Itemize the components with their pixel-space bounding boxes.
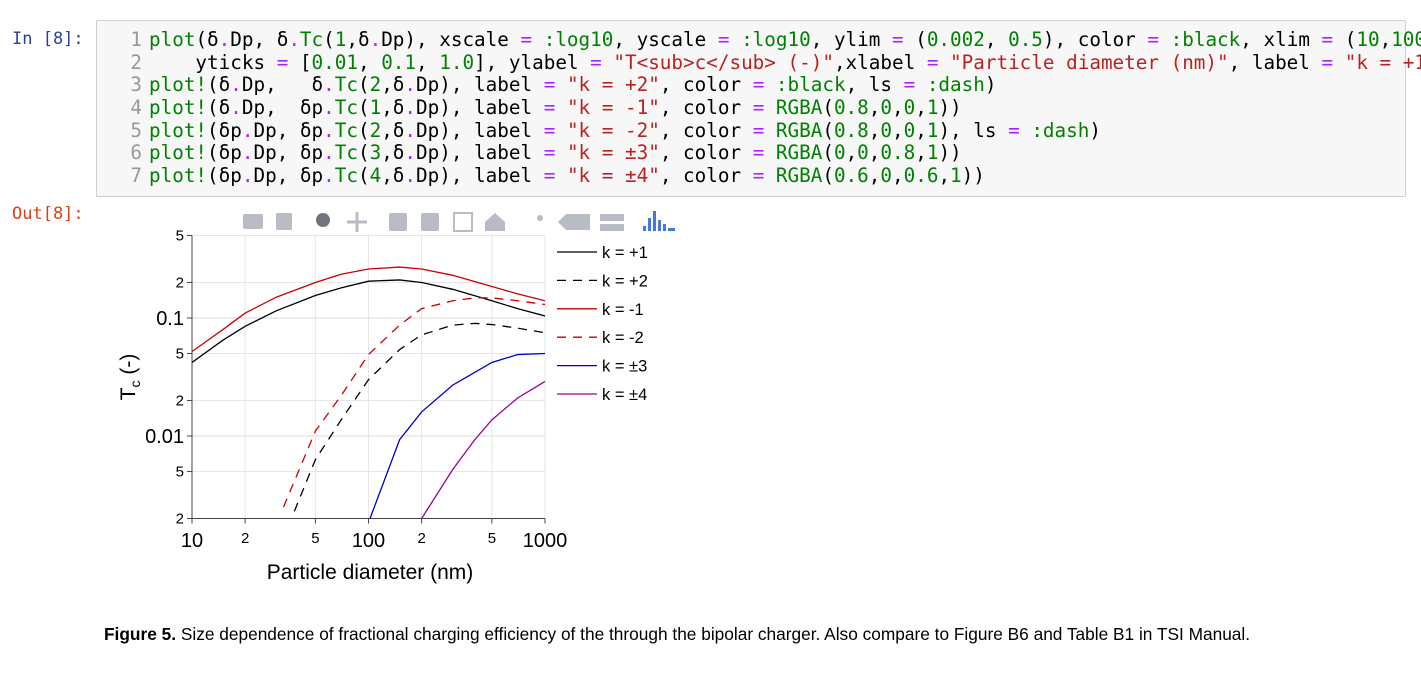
y-axis-title-sub: c (127, 381, 143, 388)
x-tick-label: 2 (241, 530, 249, 547)
series-line (293, 322, 545, 512)
x-axis-title: Particle diameter (nm) (267, 561, 474, 584)
x-tick-label: 5 (488, 530, 496, 547)
plotly-logo[interactable] (643, 211, 675, 231)
figure-caption: Figure 5. Size dependence of fractional … (104, 624, 1250, 645)
legend-label: k = ±3 (602, 358, 647, 376)
series-line (192, 279, 545, 363)
hover-closest-button[interactable] (558, 214, 590, 230)
modebar (243, 211, 675, 232)
y-axis-title: Tc (-) (117, 354, 143, 401)
series-line (282, 297, 545, 508)
series-line (369, 352, 545, 519)
save-button[interactable] (276, 213, 292, 230)
x-tick-label: 100 (352, 530, 385, 552)
pan-button[interactable] (347, 212, 367, 232)
code-line: plot!(δp.Dp, δp.Tc(2,δ.Dp), label = "k =… (149, 118, 1101, 142)
y-tick-label: 2 (176, 274, 184, 291)
series-line (192, 266, 545, 353)
line-number: 1 (130, 28, 142, 51)
code-line: plot!(δp.Dp, δp.Tc(4,δ.Dp), label = "k =… (149, 164, 985, 188)
code-line: yticks = [0.01, 0.1, 1.0], ylabel = "T<s… (149, 50, 1421, 74)
x-tick-label: 1000 (523, 530, 568, 552)
legend-label: k = ±4 (602, 386, 647, 404)
y-axis-title-main: T (117, 387, 140, 400)
y-axis-title-rest: (-) (117, 354, 140, 381)
x-tick-label: 10 (181, 530, 203, 552)
line-number: 5 (130, 118, 142, 142)
y-tick-label: 2 (176, 511, 184, 528)
y-tick-label: 2 (176, 392, 184, 409)
code-line: plot!(δ.Dp, δ.Tc(2,δ.Dp), label = "k = +… (149, 73, 997, 97)
spike-button[interactable] (537, 215, 543, 221)
zoom-in-button[interactable] (389, 213, 407, 231)
y-tick-label: 5 (176, 228, 184, 245)
y-tick-label: 0.01 (145, 426, 184, 448)
code-line: plot!(δp.Dp, δp.Tc(3,δ.Dp), label = "k =… (149, 141, 962, 165)
caption-text: Size dependence of fractional charging e… (176, 624, 1251, 644)
x-tick-label: 5 (311, 530, 319, 547)
autoscale-button[interactable] (453, 212, 473, 232)
chart: Particle diameter (nm) Tc (-) 10 2 5 100 2 5 1… (117, 211, 675, 584)
series-line (421, 380, 545, 519)
y-tick-label: 5 (176, 464, 184, 481)
output-prompt: Out[8]: (12, 204, 84, 224)
line-number: 3 (130, 73, 142, 97)
grid (191, 235, 546, 519)
code-line: plot(δ.Dp, δ.Tc(1,δ.Dp), xscale = :log10… (149, 28, 1421, 51)
legend-label: k = +1 (602, 244, 648, 262)
zoom-out-button[interactable] (421, 213, 439, 231)
line-number: 6 (130, 141, 142, 165)
legend-label: k = -2 (602, 329, 644, 347)
y-tick-label: 5 (176, 346, 184, 363)
zoom-button[interactable] (316, 213, 330, 227)
x-tick-label: 2 (417, 530, 425, 547)
line-number: 7 (130, 164, 142, 188)
caption-label: Figure 5. (104, 624, 177, 644)
code-line: plot!(δ.Dp, δp.Tc(1,δ.Dp), label = "k = … (149, 96, 962, 120)
camera-button[interactable] (243, 214, 263, 229)
code: plot(δ.Dp, δ.Tc(1,δ.Dp), xscale = :log10… (149, 28, 1421, 188)
y-tick-label: 0.1 (156, 308, 184, 330)
input-prompt: In [8]: (12, 29, 84, 49)
legend-label: k = -1 (602, 301, 644, 319)
hover-compare-button[interactable] (600, 214, 624, 231)
line-number: 2 (130, 50, 142, 74)
legend-label: k = +2 (602, 272, 648, 290)
reset-button[interactable] (485, 213, 505, 231)
line-number: 4 (130, 96, 142, 120)
